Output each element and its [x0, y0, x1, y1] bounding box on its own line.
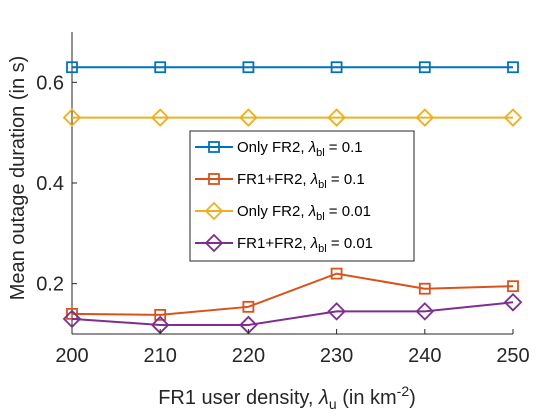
legend-marker — [204, 233, 224, 253]
data-point — [507, 280, 519, 293]
legend-box — [189, 130, 415, 262]
data-point — [66, 307, 78, 320]
x-tick-label: 210 — [144, 345, 177, 367]
x-axis: 200 210 220 230 240 250 — [55, 329, 530, 367]
x-tick-label: 240 — [408, 345, 441, 367]
x-tick-label: 200 — [55, 345, 88, 367]
legend-label: Only FR2, λbl = 0.01 — [237, 203, 371, 223]
data-point — [503, 108, 523, 127]
legend-entry-4: FR1+FR2, λbl = 0.01 — [195, 233, 373, 255]
data-point — [154, 61, 167, 74]
x-axis-label: FR1 user density, λu (in km-2) — [158, 383, 416, 412]
legend-entry-3: Only FR2, λbl = 0.01 — [195, 201, 371, 223]
series-1 — [66, 61, 519, 74]
data-point — [415, 302, 435, 321]
data-point — [418, 282, 431, 295]
x-tick-label: 220 — [232, 345, 265, 367]
series-line — [71, 272, 514, 316]
data-point — [507, 61, 519, 74]
series-2 — [66, 267, 519, 321]
data-point — [330, 267, 343, 280]
data-point — [415, 108, 435, 127]
data-point — [62, 108, 82, 127]
data-point — [239, 108, 258, 127]
y-axis: 0.2 0.4 0.6 — [36, 72, 77, 296]
data-point — [66, 61, 78, 74]
series-line — [71, 301, 514, 326]
legend-marker — [208, 141, 220, 153]
y-tick-label: 0.2 — [36, 274, 64, 296]
legend-marker — [204, 201, 224, 221]
data-point — [150, 108, 170, 127]
data-point — [327, 108, 346, 127]
data-point — [154, 308, 167, 321]
y-axis-label: Mean outage duration (in s) — [7, 56, 29, 301]
data-point — [242, 300, 255, 313]
data-point — [418, 61, 431, 74]
y-tick-label: 0.6 — [36, 72, 64, 94]
data-point — [62, 309, 82, 329]
legend-entry-1: Only FR2, λbl = 0.1 — [195, 139, 363, 159]
series-3 — [62, 108, 523, 127]
legend-marker — [208, 173, 220, 185]
legend-label: FR1+FR2, λbl = 0.01 — [237, 235, 373, 255]
data-point — [327, 302, 346, 321]
y-tick-label: 0.4 — [36, 173, 64, 195]
legend-label: FR1+FR2, λbl = 0.1 — [237, 171, 365, 191]
legend-entry-2: FR1+FR2, λbl = 0.1 — [195, 171, 365, 191]
series-layer — [62, 61, 523, 335]
data-point — [330, 61, 343, 74]
x-tick-label: 250 — [496, 345, 529, 367]
legend: Only FR2, λbl = 0.1 FR1+FR2, λbl = 0.1 Onl… — [189, 130, 415, 262]
legend-label: Only FR2, λbl = 0.1 — [237, 139, 363, 159]
data-point — [503, 293, 523, 312]
x-tick-label: 230 — [320, 345, 353, 367]
data-point — [242, 61, 255, 74]
